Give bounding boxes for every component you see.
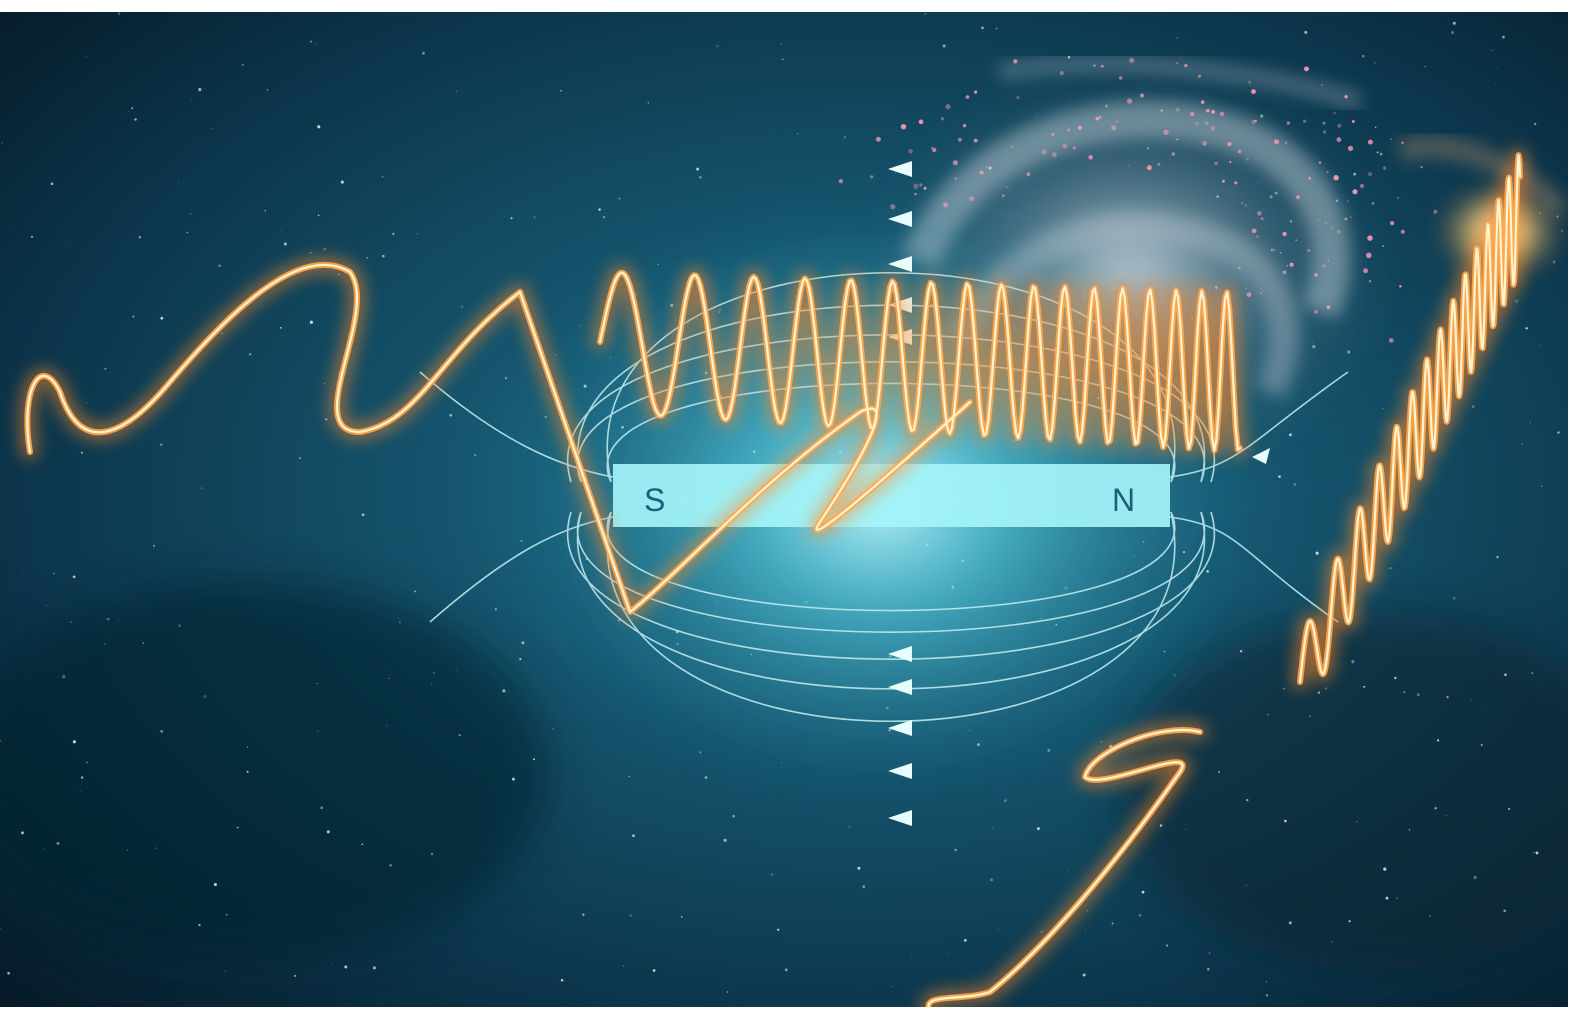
south-pole-label: S [644,482,666,518]
scene-artwork [0,12,1568,1007]
gravitational-waves [19,147,1528,1007]
magnetic-field-scene: S N [0,12,1568,1007]
north-pole-label: N [1112,482,1136,518]
